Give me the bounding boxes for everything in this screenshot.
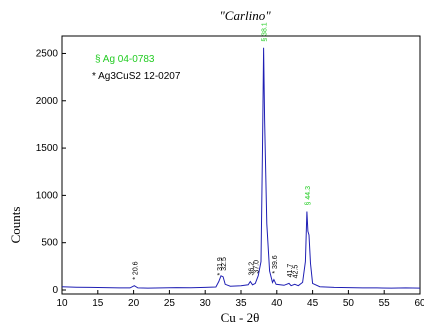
peak-label: 37.0 — [253, 260, 260, 274]
x-axis-ticks: 10 15 20 25 30 35 40 45 50 55 60 — [56, 290, 424, 309]
x-tick-label: 40 — [271, 298, 283, 309]
peak-label: 41.7 — [287, 264, 294, 278]
peak-label: 36.2 — [248, 262, 255, 276]
peak-label: * 20.6 — [132, 261, 139, 279]
chart-title: "Carlino" — [219, 8, 271, 23]
y-tick-label: 2500 — [36, 48, 59, 59]
x-tick-label: 45 — [307, 298, 319, 309]
y-tick-label: 0 — [52, 285, 58, 296]
x-tick-label: 15 — [92, 298, 104, 309]
y-tick-label: 1000 — [36, 190, 59, 201]
peak-label: * 31.9 — [217, 257, 224, 275]
y-tick-label: 2000 — [36, 96, 59, 107]
x-tick-label: 25 — [164, 298, 176, 309]
y-tick-label: 1500 — [36, 143, 59, 154]
legend-item-ag: § Ag 04-0783 — [95, 54, 155, 65]
peak-label: * 39.6 — [272, 255, 279, 273]
peak-label: § 44.3 — [305, 186, 312, 206]
y-axis-label: Counts — [8, 207, 23, 244]
y-tick-label: 500 — [41, 238, 58, 249]
x-tick-label: 30 — [200, 298, 212, 309]
y-axis-ticks: 0 500 1000 1500 2000 2500 — [36, 48, 66, 296]
x-tick-label: 35 — [235, 298, 247, 309]
x-tick-label: 20 — [128, 298, 140, 309]
x-tick-label: 50 — [343, 298, 355, 309]
x-tick-label: 10 — [56, 298, 68, 309]
x-tick-label: 55 — [379, 298, 391, 309]
xrd-pattern-line — [61, 47, 421, 289]
peak-label: 32.5 — [221, 257, 228, 271]
peak-label: 42.5 — [293, 265, 300, 279]
legend-item-ag3cus2: * Ag3CuS2 12-0207 — [92, 71, 181, 82]
peak-label: § 38.1 — [262, 22, 269, 42]
x-axis-label: Cu - 2θ — [221, 310, 260, 325]
legend: § Ag 04-0783 * Ag3CuS2 12-0207 — [92, 54, 181, 82]
x-tick-label: 60 — [414, 298, 424, 309]
peak-annotations: § 38.1 § 44.3 * 20.6 * 31.932.5 36.237.0 * 39… — [132, 22, 312, 280]
